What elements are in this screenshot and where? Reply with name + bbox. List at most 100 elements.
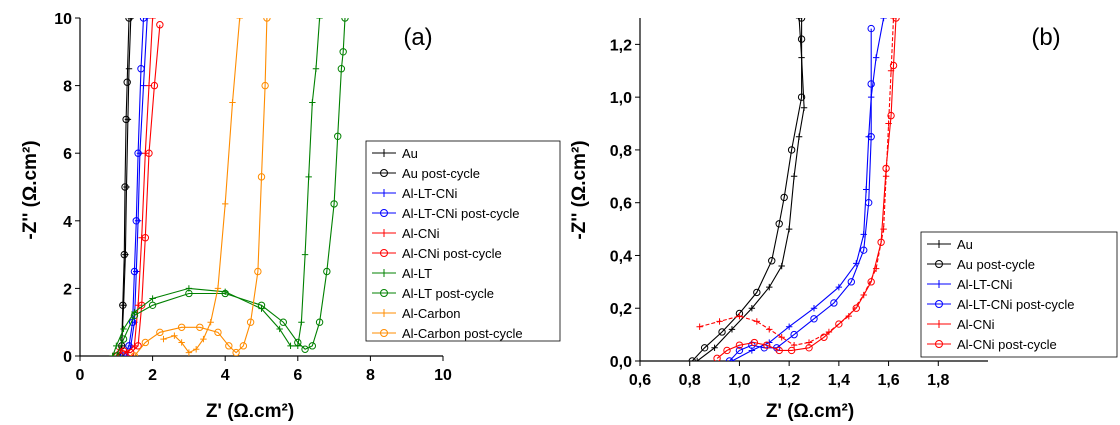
data-point (309, 99, 316, 106)
data-point (797, 18, 806, 22)
data-point (261, 81, 269, 90)
data-point (316, 18, 323, 22)
data-point (766, 283, 773, 291)
legend-entry-label: Au (957, 237, 973, 252)
legend-swatch-marker (380, 149, 388, 157)
data-point (753, 318, 761, 325)
data-point (125, 18, 133, 22)
data-point (140, 82, 147, 89)
y-tick-label: 0,6 (610, 196, 632, 213)
data-point (830, 299, 838, 307)
data-point (852, 304, 860, 312)
data-point (880, 18, 887, 22)
legend-entry-label: Au (402, 146, 418, 161)
data-point (127, 18, 135, 22)
data-point (239, 342, 248, 350)
data-point (778, 262, 785, 270)
data-point (750, 338, 759, 347)
data-point (748, 341, 756, 349)
series-line (119, 18, 130, 356)
x-tick-label: 1,4 (828, 372, 850, 389)
data-point (785, 323, 793, 330)
data-point (109, 352, 116, 356)
data-point (867, 80, 875, 88)
data-point (339, 48, 347, 56)
data-point (688, 357, 696, 361)
data-point (882, 164, 890, 173)
legend-entry-label: Al-CNi (957, 317, 995, 332)
data-point (696, 323, 703, 330)
legend-entry-label: Al-LT (402, 266, 432, 281)
legend-entry-label: Au post-cycle (957, 257, 1035, 272)
data-point (156, 21, 164, 29)
data-point (120, 250, 128, 259)
data-point (867, 133, 875, 141)
series-line (696, 18, 805, 361)
y-tick-label: 1,0 (610, 90, 632, 107)
series-line (163, 18, 241, 354)
data-point (790, 330, 798, 339)
data-point (119, 347, 128, 355)
data-point (736, 312, 743, 320)
legend-entry-label: Al-LT-CNi post-cycle (402, 206, 520, 221)
legend-swatch-marker (935, 280, 943, 288)
data-point (887, 111, 895, 120)
y-tick-label: 8 (63, 79, 72, 96)
data-point (119, 301, 127, 309)
data-point (229, 99, 236, 106)
data-point (820, 333, 828, 341)
data-point (207, 319, 214, 326)
data-point (790, 341, 798, 349)
data-point (748, 305, 756, 312)
legend-entry-label: Al-Carbon (402, 306, 461, 321)
legend-entry-label: Al-LT-CNi (402, 186, 457, 201)
data-point (330, 200, 338, 208)
data-point (308, 342, 317, 350)
data-point (763, 341, 771, 349)
data-point (257, 173, 266, 181)
legend-swatch-marker (935, 240, 943, 248)
x-tick-label: 4 (221, 367, 230, 384)
series-line (731, 18, 885, 361)
data-point (185, 289, 193, 298)
data-point (835, 320, 843, 328)
legend-entry-label: Al-LT-CNi post-cycle (957, 297, 1075, 312)
y-tick-label: 4 (63, 214, 72, 231)
data-point (810, 315, 818, 323)
data-point (305, 173, 312, 181)
data-point (294, 338, 302, 347)
data-point (254, 267, 262, 276)
data-point (790, 173, 798, 180)
data-point (214, 328, 222, 337)
data-point (753, 288, 761, 297)
data-point (810, 305, 818, 312)
data-point (864, 198, 873, 207)
legend-swatch-marker (380, 229, 388, 237)
data-point (156, 328, 164, 337)
series-line (115, 24, 161, 356)
x-axis-label: Z' (Ω.cm²) (766, 401, 854, 422)
data-point (728, 326, 736, 333)
data-point (276, 325, 283, 333)
data-point (236, 18, 243, 22)
y-tick-label: 1,2 (610, 37, 632, 54)
data-point (800, 104, 808, 111)
data-point (323, 267, 331, 276)
y-tick-label: 0,4 (610, 248, 632, 265)
data-point (718, 328, 726, 336)
data-point (221, 289, 229, 298)
data-point (222, 200, 229, 208)
data-point (177, 323, 186, 331)
legend-box (920, 231, 1118, 358)
data-point (112, 352, 120, 356)
data-point (134, 342, 142, 350)
data-point (137, 65, 145, 73)
legend-entry-label: Al-CNi (402, 226, 440, 241)
data-point (287, 342, 294, 350)
data-point (700, 344, 709, 352)
data-point (716, 318, 723, 325)
x-tick-label: 1,6 (877, 372, 899, 389)
x-tick-label: 1,8 (927, 372, 949, 389)
data-point (312, 65, 320, 72)
